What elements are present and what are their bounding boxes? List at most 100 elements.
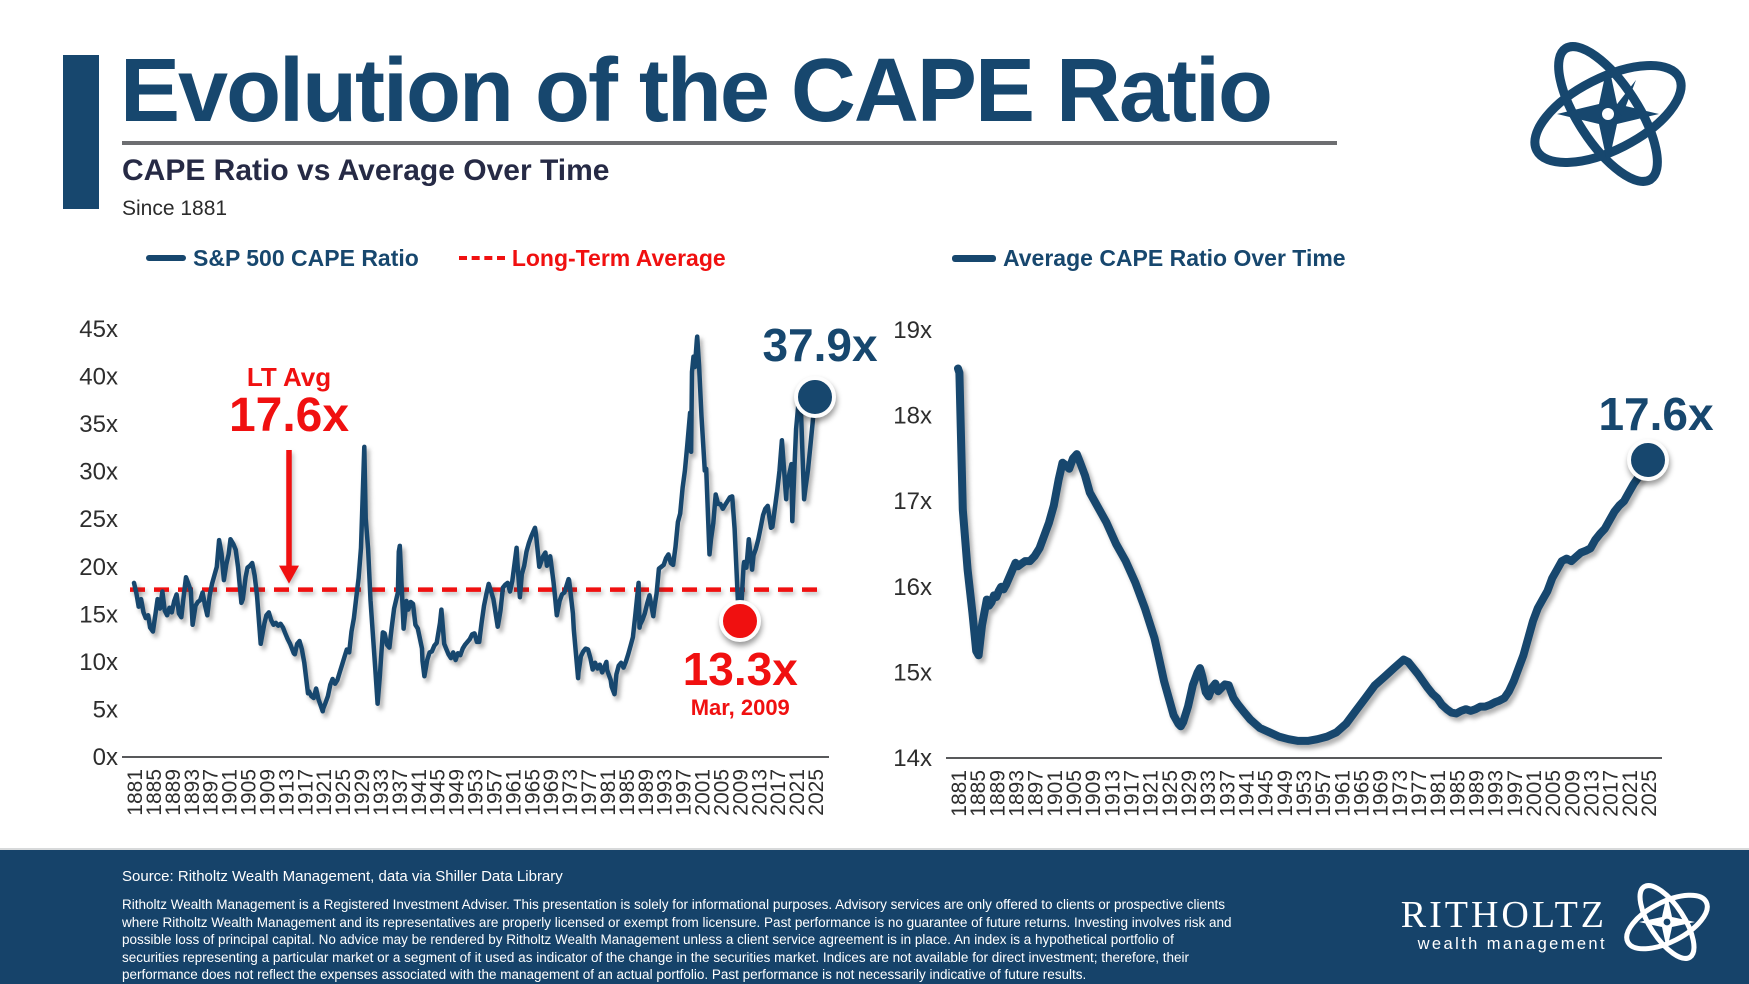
svg-text:2009: 2009: [729, 769, 752, 816]
svg-text:1893: 1893: [181, 769, 204, 816]
svg-text:1965: 1965: [1351, 770, 1374, 817]
source-note: Source: Ritholtz Wealth Management, data…: [122, 868, 563, 885]
svg-text:14x: 14x: [893, 745, 932, 772]
svg-text:1981: 1981: [1427, 770, 1450, 817]
ritholtz-compass-icon: [1518, 30, 1698, 203]
svg-text:1981: 1981: [597, 769, 620, 816]
svg-text:1905: 1905: [238, 769, 261, 816]
svg-text:1913: 1913: [275, 769, 298, 816]
svg-text:1969: 1969: [540, 769, 563, 816]
svg-text:1901: 1901: [219, 769, 242, 816]
svg-text:2009: 2009: [1561, 770, 1584, 817]
svg-text:1897: 1897: [200, 769, 223, 816]
svg-text:1933: 1933: [370, 769, 393, 816]
current-average-value: 17.6x: [1598, 388, 1714, 441]
svg-text:1901: 1901: [1044, 770, 1067, 817]
svg-text:1881: 1881: [124, 769, 147, 816]
svg-text:25x: 25x: [79, 506, 118, 533]
svg-text:1945: 1945: [427, 769, 450, 816]
svg-text:1941: 1941: [1236, 770, 1259, 817]
svg-text:20x: 20x: [79, 554, 118, 581]
svg-text:1977: 1977: [1408, 770, 1431, 817]
svg-text:1953: 1953: [465, 769, 488, 816]
title-accent-bar: [63, 55, 99, 209]
low-cape-date: Mar, 2009: [690, 694, 790, 720]
brand-compass-icon: [1619, 872, 1715, 977]
legend-label: S&P 500 CAPE Ratio: [193, 244, 419, 271]
solid-line-swatch-icon: [952, 254, 996, 262]
current-cape-marker: [794, 375, 836, 418]
svg-text:1925: 1925: [1159, 770, 1182, 817]
lt-avg-label: LT Avg: [246, 362, 332, 392]
low-cape-marker: [719, 599, 762, 642]
svg-text:2017: 2017: [767, 769, 790, 816]
svg-text:16x: 16x: [893, 574, 932, 601]
svg-text:1977: 1977: [578, 769, 601, 816]
svg-text:1925: 1925: [332, 769, 355, 816]
legend-label: Long-Term Average: [511, 244, 726, 271]
svg-text:1953: 1953: [1293, 770, 1316, 817]
lt-avg-value: 17.6x: [228, 389, 350, 442]
left-chart-legend: S&P 500 CAPE Ratio Long-Term Average: [146, 243, 726, 273]
svg-text:2005: 2005: [710, 769, 733, 816]
svg-text:1937: 1937: [1216, 770, 1239, 817]
svg-text:2025: 2025: [1638, 770, 1661, 817]
svg-text:1885: 1885: [967, 770, 990, 817]
svg-text:1897: 1897: [1025, 770, 1048, 817]
legend-item-average-cape: Average CAPE Ratio Over Time: [952, 245, 1346, 272]
svg-text:1941: 1941: [408, 769, 431, 816]
solid-line-swatch-icon: [146, 255, 186, 261]
svg-text:1989: 1989: [1466, 770, 1489, 817]
svg-text:1889: 1889: [986, 770, 1009, 817]
svg-text:2021: 2021: [786, 769, 809, 816]
svg-text:0x: 0x: [93, 744, 118, 771]
svg-text:2013: 2013: [748, 769, 771, 816]
svg-text:1997: 1997: [673, 769, 696, 816]
svg-text:1905: 1905: [1063, 770, 1086, 817]
svg-text:1921: 1921: [313, 769, 336, 816]
svg-text:1965: 1965: [521, 769, 544, 816]
svg-text:1937: 1937: [389, 769, 412, 816]
svg-text:1881: 1881: [948, 770, 971, 817]
svg-text:1913: 1913: [1101, 770, 1124, 817]
disclaimer-text: Ritholtz Wealth Management is a Register…: [122, 897, 1232, 983]
svg-text:35x: 35x: [79, 411, 118, 438]
page-subtitle: CAPE Ratio vs Average Over Time: [122, 154, 610, 187]
svg-text:15x: 15x: [893, 659, 932, 686]
svg-text:2013: 2013: [1581, 770, 1604, 817]
svg-text:1889: 1889: [162, 769, 185, 816]
svg-text:1969: 1969: [1370, 770, 1393, 817]
svg-text:1973: 1973: [1389, 770, 1412, 817]
svg-text:1957: 1957: [483, 769, 506, 816]
svg-text:40x: 40x: [79, 364, 118, 391]
legend-label: Average CAPE Ratio Over Time: [1003, 244, 1346, 271]
svg-text:30x: 30x: [79, 459, 118, 486]
svg-text:1973: 1973: [559, 769, 582, 816]
svg-text:1885: 1885: [143, 769, 166, 816]
svg-text:1957: 1957: [1312, 770, 1335, 817]
svg-text:1997: 1997: [1504, 770, 1527, 817]
brand-subtitle: wealth management: [1417, 934, 1607, 953]
svg-text:2005: 2005: [1542, 770, 1565, 817]
svg-text:1993: 1993: [654, 769, 677, 816]
brand-name: RITHOLTZ: [1400, 893, 1607, 936]
svg-text:1949: 1949: [446, 769, 469, 816]
svg-text:2017: 2017: [1600, 770, 1623, 817]
title-divider: [122, 141, 1337, 145]
page-title: Evolution of the CAPE Ratio: [120, 41, 1273, 141]
svg-text:2001: 2001: [692, 769, 715, 816]
right-chart-legend: Average CAPE Ratio Over Time: [952, 243, 1346, 273]
brand-wordmark: RITHOLTZ wealth management: [1401, 896, 1607, 954]
svg-text:1961: 1961: [1331, 770, 1354, 817]
svg-text:1917: 1917: [1121, 770, 1144, 817]
current-average-marker: [1627, 439, 1669, 482]
svg-text:2001: 2001: [1523, 770, 1546, 817]
svg-text:2025: 2025: [805, 769, 828, 816]
footer: Source: Ritholtz Wealth Management, data…: [0, 848, 1749, 984]
svg-text:1989: 1989: [635, 769, 658, 816]
current-cape-value: 37.9x: [762, 318, 878, 371]
svg-text:1893: 1893: [1006, 770, 1029, 817]
svg-text:2021: 2021: [1619, 770, 1642, 817]
svg-text:1961: 1961: [502, 769, 525, 816]
